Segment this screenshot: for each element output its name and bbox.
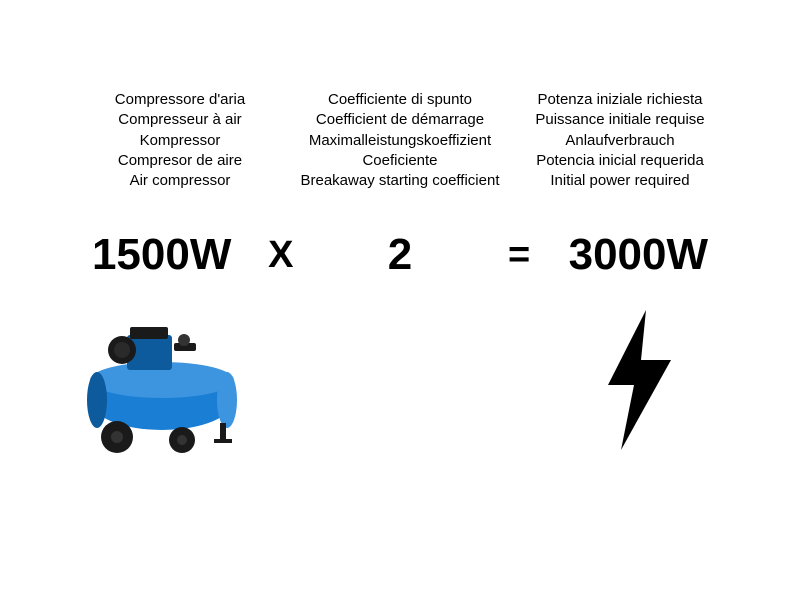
labels-right: Potenza iniziale richiesta Puissance ini…	[535, 90, 704, 200]
label: Kompressor	[115, 131, 245, 151]
label: Air compressor	[115, 171, 245, 191]
label: Coeficiente	[301, 151, 500, 171]
column-middle: Coefficiente di spunto Coefficient de dé…	[290, 90, 510, 230]
compressor-cell	[70, 300, 253, 460]
labels-left: Compressore d'aria Compresseur à air Kom…	[115, 90, 245, 200]
column-right: Potenza iniziale richiesta Puissance ini…	[510, 90, 730, 230]
label: Puissance initiale requise	[535, 110, 704, 130]
label: Potencia inicial requerida	[535, 151, 704, 171]
infographic-container: Compressore d'aria Compresseur à air Kom…	[0, 0, 800, 600]
images-row	[70, 300, 730, 460]
label: Compressore d'aria	[115, 90, 245, 110]
equation-operand1: 1500W	[70, 230, 253, 280]
label: Anlaufverbrauch	[535, 131, 704, 151]
labels-middle: Coefficiente di spunto Coefficient de dé…	[301, 90, 500, 200]
multiply-operator: X	[253, 234, 308, 277]
equation-result: 3000W	[547, 230, 730, 280]
label: Coefficient de démarrage	[301, 110, 500, 130]
label: Initial power required	[535, 171, 704, 191]
label: Breakaway starting coefficient	[301, 171, 500, 191]
equation-row: 1500W X 2 = 3000W	[70, 230, 730, 280]
label: Potenza iniziale richiesta	[535, 90, 704, 110]
column-left: Compressore d'aria Compresseur à air Kom…	[70, 90, 290, 230]
label: Compresseur à air	[115, 110, 245, 130]
equals-operator: =	[492, 234, 547, 277]
label: Compresor de aire	[115, 151, 245, 171]
lightning-bolt-icon	[596, 305, 681, 455]
compressor-icon	[72, 305, 252, 455]
middle-empty-cell	[308, 300, 491, 460]
label: Maximalleistungskoeffizient	[301, 131, 500, 151]
bolt-cell	[547, 300, 730, 460]
labels-row: Compressore d'aria Compresseur à air Kom…	[70, 90, 730, 230]
equation-operand2: 2	[308, 230, 491, 280]
label: Coefficiente di spunto	[301, 90, 500, 110]
